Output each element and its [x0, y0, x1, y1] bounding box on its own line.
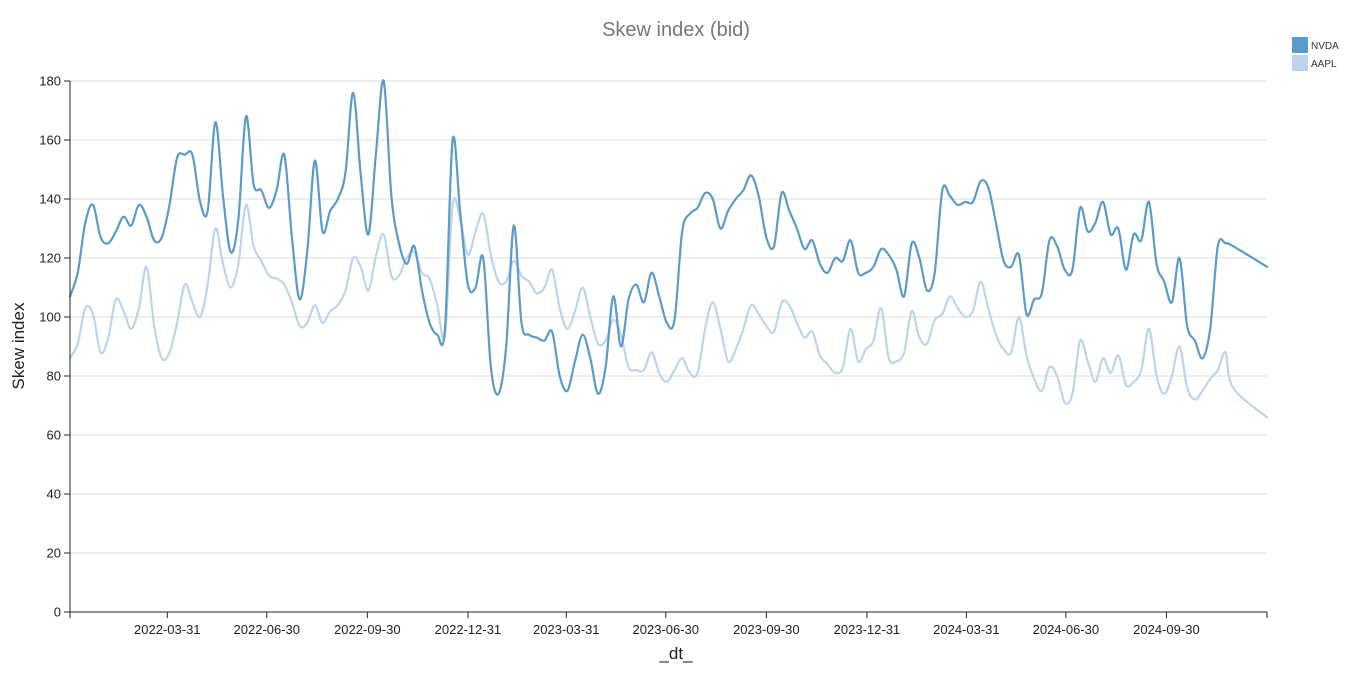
x-axis-label: _dt_: [658, 644, 693, 663]
y-axis-label: Skew index: [9, 302, 28, 389]
y-tick-label: 180: [39, 74, 61, 89]
x-tick-label: 2024-06-30: [1033, 622, 1100, 637]
x-tick-label: 2024-03-31: [933, 622, 1000, 637]
x-tick-label: 2022-12-31: [435, 622, 502, 637]
x-tick-label: 2023-12-31: [834, 622, 901, 637]
grid: [70, 80, 1267, 554]
x-tick-label: 2023-03-31: [533, 622, 600, 637]
x-tick-label: 2022-09-30: [334, 622, 401, 637]
x-tick-label: 2023-06-30: [633, 622, 700, 637]
legend-label-aapl: AAPL: [1311, 59, 1337, 70]
y-tick-label: 160: [39, 133, 61, 148]
legend-swatch-aapl: [1292, 55, 1308, 71]
legend-label-nvda: NVDA: [1311, 41, 1339, 52]
y-tick-label: 60: [47, 428, 61, 443]
x-tick-label: 2022-03-31: [134, 622, 201, 637]
x-ticks: 2022-03-31 2022-06-30 2022-09-30 2022-12-31…: [69, 612, 1268, 637]
series-line-nvda: [68, 79, 1269, 396]
axes: [69, 81, 1267, 613]
y-ticks: 0 20 40 60 80 100 120 140 160 180: [39, 74, 70, 620]
chart-title: Skew index (bid): [602, 19, 750, 41]
y-tick-label: 100: [39, 310, 61, 325]
legend: NVDA AAPL: [1292, 37, 1339, 71]
legend-swatch-nvda: [1292, 37, 1308, 53]
x-tick-label: 2022-06-30: [234, 622, 301, 637]
x-tick-label: 2024-09-30: [1133, 622, 1200, 637]
y-tick-label: 140: [39, 192, 61, 207]
y-tick-label: 120: [39, 251, 61, 266]
y-tick-label: 80: [47, 369, 61, 384]
x-tick-label: 2023-09-30: [733, 622, 800, 637]
y-tick-label: 0: [54, 605, 61, 620]
series-layer: [68, 79, 1269, 419]
series-line-aapl: [68, 196, 1269, 419]
y-tick-label: 20: [47, 546, 61, 561]
y-tick-label: 40: [47, 487, 61, 502]
